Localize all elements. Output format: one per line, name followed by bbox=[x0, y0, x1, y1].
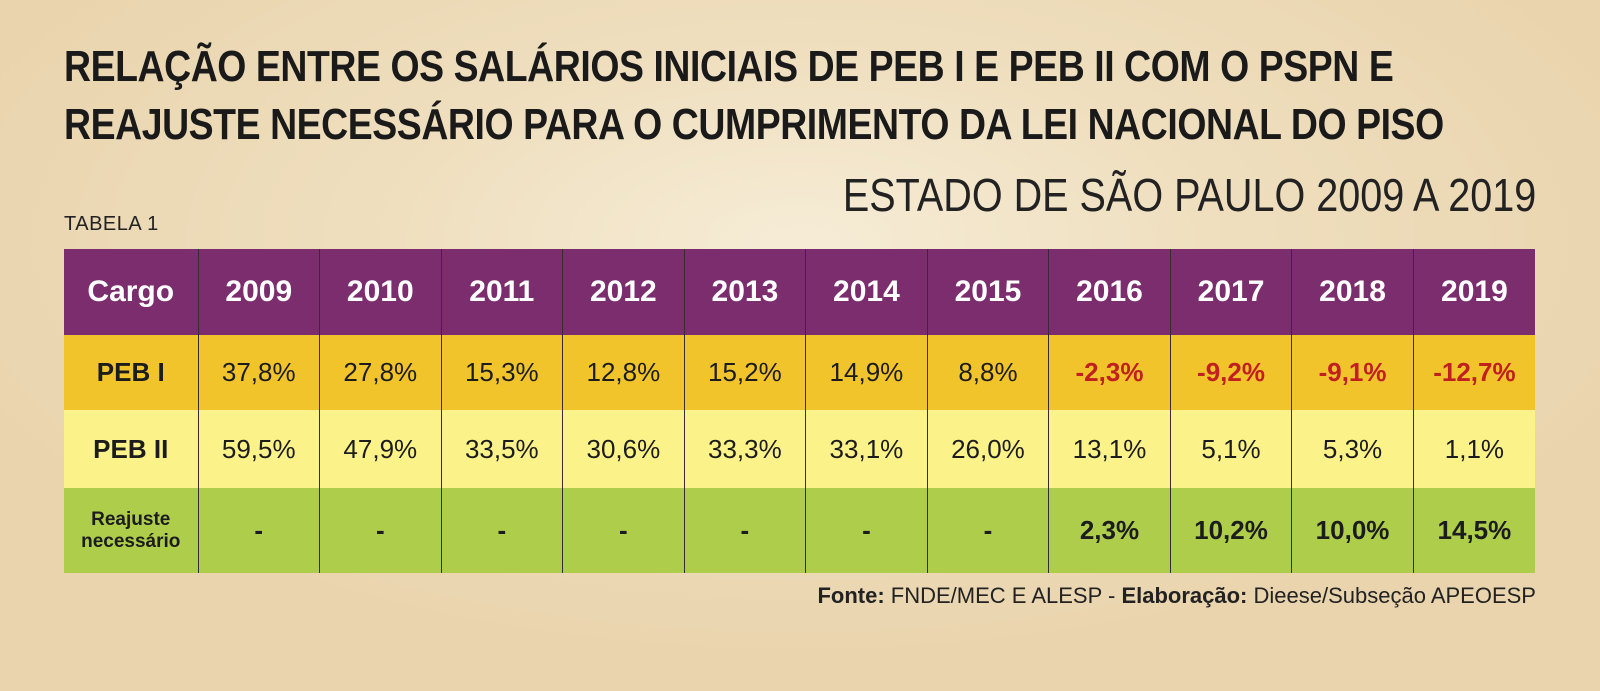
table-cell: 14,5% bbox=[1412, 488, 1535, 573]
source-label: Fonte: bbox=[817, 583, 885, 608]
header-year: 2014 bbox=[805, 249, 928, 335]
table-label: TABELA 1 bbox=[64, 213, 159, 235]
table-cell: 15,2% bbox=[683, 335, 806, 410]
header-year: 2019 bbox=[1412, 249, 1535, 335]
table-cell: 30,6% bbox=[562, 410, 685, 488]
table-cell: 47,9% bbox=[319, 410, 442, 488]
table-cell: - bbox=[805, 488, 928, 573]
elaboration-text: Dieese/Subseção APEOESP bbox=[1247, 583, 1536, 608]
table-cell: 12,8% bbox=[562, 335, 685, 410]
table-cell: 5,1% bbox=[1169, 410, 1292, 488]
row-label-reajuste-line1: Reajuste bbox=[91, 508, 171, 530]
header-year: 2013 bbox=[683, 249, 806, 335]
source-text: FNDE/MEC E ALESP - bbox=[884, 583, 1122, 608]
header-cargo: Cargo bbox=[64, 249, 198, 335]
table-cell-negative: -12,7% bbox=[1412, 335, 1535, 410]
header-year: 2011 bbox=[440, 249, 563, 335]
table-cell-negative: -9,2% bbox=[1169, 335, 1292, 410]
page-title: RELAÇÃO ENTRE OS SALÁRIOS INICIAIS DE PE… bbox=[64, 38, 1444, 154]
table-cell-negative: -9,1% bbox=[1291, 335, 1414, 410]
table-cell: - bbox=[683, 488, 806, 573]
table-cell: 33,3% bbox=[683, 410, 806, 488]
table-cell: 15,3% bbox=[440, 335, 563, 410]
source-credit: Fonte: FNDE/MEC E ALESP - Elaboração: Di… bbox=[817, 583, 1536, 609]
row-label-reajuste: Reajuste necessário bbox=[64, 488, 198, 573]
header-year: 2018 bbox=[1291, 249, 1414, 335]
row-label-peb-i: PEB I bbox=[64, 335, 198, 410]
table-cell: 33,5% bbox=[440, 410, 563, 488]
header-year: 2016 bbox=[1048, 249, 1171, 335]
table-cell: 2,3% bbox=[1048, 488, 1171, 573]
table-row-peb-i: PEB I 37,8% 27,8% 15,3% 12,8% 15,2% 14,9… bbox=[64, 335, 1535, 410]
table-cell: - bbox=[562, 488, 685, 573]
table-cell: - bbox=[440, 488, 563, 573]
table-cell: 8,8% bbox=[926, 335, 1049, 410]
salary-table: Cargo 2009 2010 2011 2012 2013 2014 2015… bbox=[64, 249, 1535, 573]
table-cell: 13,1% bbox=[1048, 410, 1171, 488]
table-cell-negative: -2,3% bbox=[1048, 335, 1171, 410]
table-cell: - bbox=[197, 488, 320, 573]
table-row-peb-ii: PEB II 59,5% 47,9% 33,5% 30,6% 33,3% 33,… bbox=[64, 410, 1535, 488]
table-cell: 26,0% bbox=[926, 410, 1049, 488]
table-row-reajuste: Reajuste necessário - - - - - - - 2,3% 1… bbox=[64, 488, 1535, 573]
table-cell: 33,1% bbox=[805, 410, 928, 488]
table-cell: 10,2% bbox=[1169, 488, 1292, 573]
table-cell: - bbox=[319, 488, 442, 573]
header-year: 2017 bbox=[1169, 249, 1292, 335]
table-cell: 14,9% bbox=[805, 335, 928, 410]
table-cell: 59,5% bbox=[197, 410, 320, 488]
table-cell: 37,8% bbox=[197, 335, 320, 410]
row-label-peb-ii: PEB II bbox=[64, 410, 198, 488]
header-year: 2009 bbox=[197, 249, 320, 335]
title-line-1: RELAÇÃO ENTRE OS SALÁRIOS INICIAIS DE PE… bbox=[64, 42, 1394, 91]
header-year: 2012 bbox=[562, 249, 685, 335]
table-cell: 1,1% bbox=[1412, 410, 1535, 488]
header-year: 2010 bbox=[319, 249, 442, 335]
header-year: 2015 bbox=[926, 249, 1049, 335]
row-label-reajuste-line2: necessário bbox=[81, 530, 181, 552]
table-cell: 10,0% bbox=[1291, 488, 1414, 573]
table-header-row: Cargo 2009 2010 2011 2012 2013 2014 2015… bbox=[64, 249, 1535, 335]
elaboration-label: Elaboração: bbox=[1121, 583, 1248, 608]
table-cell: 27,8% bbox=[319, 335, 442, 410]
page-subtitle: ESTADO DE SÃO PAULO 2009 A 2019 bbox=[842, 169, 1536, 221]
title-line-2: REAJUSTE NECESSÁRIO PARA O CUMPRIMENTO D… bbox=[64, 100, 1444, 149]
table-cell: 5,3% bbox=[1291, 410, 1414, 488]
table-cell: - bbox=[926, 488, 1049, 573]
